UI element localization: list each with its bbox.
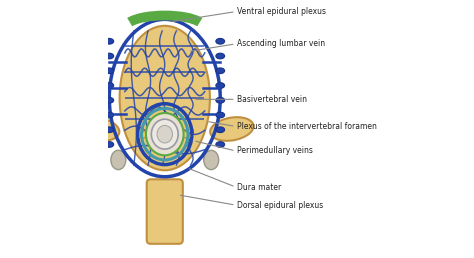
Text: Dorsal epidural plexus: Dorsal epidural plexus xyxy=(237,201,323,209)
Ellipse shape xyxy=(111,150,126,170)
Ellipse shape xyxy=(105,53,114,59)
FancyBboxPatch shape xyxy=(146,179,183,244)
Text: Plexus of the intervertebral foramen: Plexus of the intervertebral foramen xyxy=(237,122,377,131)
Text: Perimedullary veins: Perimedullary veins xyxy=(237,147,313,155)
Ellipse shape xyxy=(204,150,219,170)
Ellipse shape xyxy=(119,26,210,170)
Ellipse shape xyxy=(216,142,225,147)
Ellipse shape xyxy=(105,127,114,133)
Ellipse shape xyxy=(216,112,225,118)
Ellipse shape xyxy=(216,98,225,103)
Ellipse shape xyxy=(210,117,254,141)
Ellipse shape xyxy=(216,68,225,74)
Ellipse shape xyxy=(216,83,225,88)
Ellipse shape xyxy=(216,53,225,59)
Text: Ascending lumbar vein: Ascending lumbar vein xyxy=(237,39,325,48)
Ellipse shape xyxy=(216,127,225,133)
Text: Ventral epidural plexus: Ventral epidural plexus xyxy=(237,7,326,16)
Ellipse shape xyxy=(105,38,114,44)
Ellipse shape xyxy=(105,142,114,147)
Ellipse shape xyxy=(76,117,119,141)
Ellipse shape xyxy=(105,98,114,103)
Ellipse shape xyxy=(105,68,114,74)
Text: Dura mater: Dura mater xyxy=(237,183,281,191)
Ellipse shape xyxy=(105,83,114,88)
Ellipse shape xyxy=(151,119,178,149)
Ellipse shape xyxy=(140,130,151,138)
Ellipse shape xyxy=(157,125,173,143)
Ellipse shape xyxy=(146,113,183,155)
Ellipse shape xyxy=(105,112,114,118)
Ellipse shape xyxy=(216,38,225,44)
Text: Basivertebral vein: Basivertebral vein xyxy=(237,95,307,104)
Ellipse shape xyxy=(178,130,190,138)
